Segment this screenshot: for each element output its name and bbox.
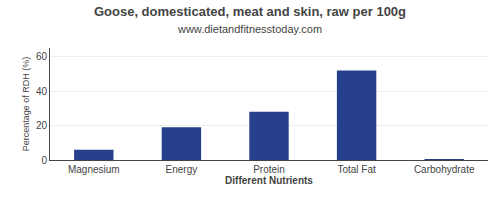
svg-text:Carbohydrate: Carbohydrate: [414, 164, 475, 175]
svg-text:40: 40: [36, 86, 48, 97]
svg-text:0: 0: [41, 155, 47, 166]
svg-text:Percentage of RDH (%): Percentage of RDH (%): [21, 57, 31, 152]
svg-text:Energy: Energy: [166, 164, 198, 175]
svg-text:Magnesium: Magnesium: [68, 164, 120, 175]
svg-text:60: 60: [36, 51, 48, 62]
svg-text:Goose, domesticated, meat and: Goose, domesticated, meat and skin, raw …: [94, 4, 406, 35]
svg-text:Different Nutrients: Different Nutrients: [225, 175, 313, 186]
svg-text:20: 20: [36, 120, 48, 131]
svg-text:Protein: Protein: [253, 164, 285, 175]
svg-text:Total Fat: Total Fat: [337, 164, 376, 175]
